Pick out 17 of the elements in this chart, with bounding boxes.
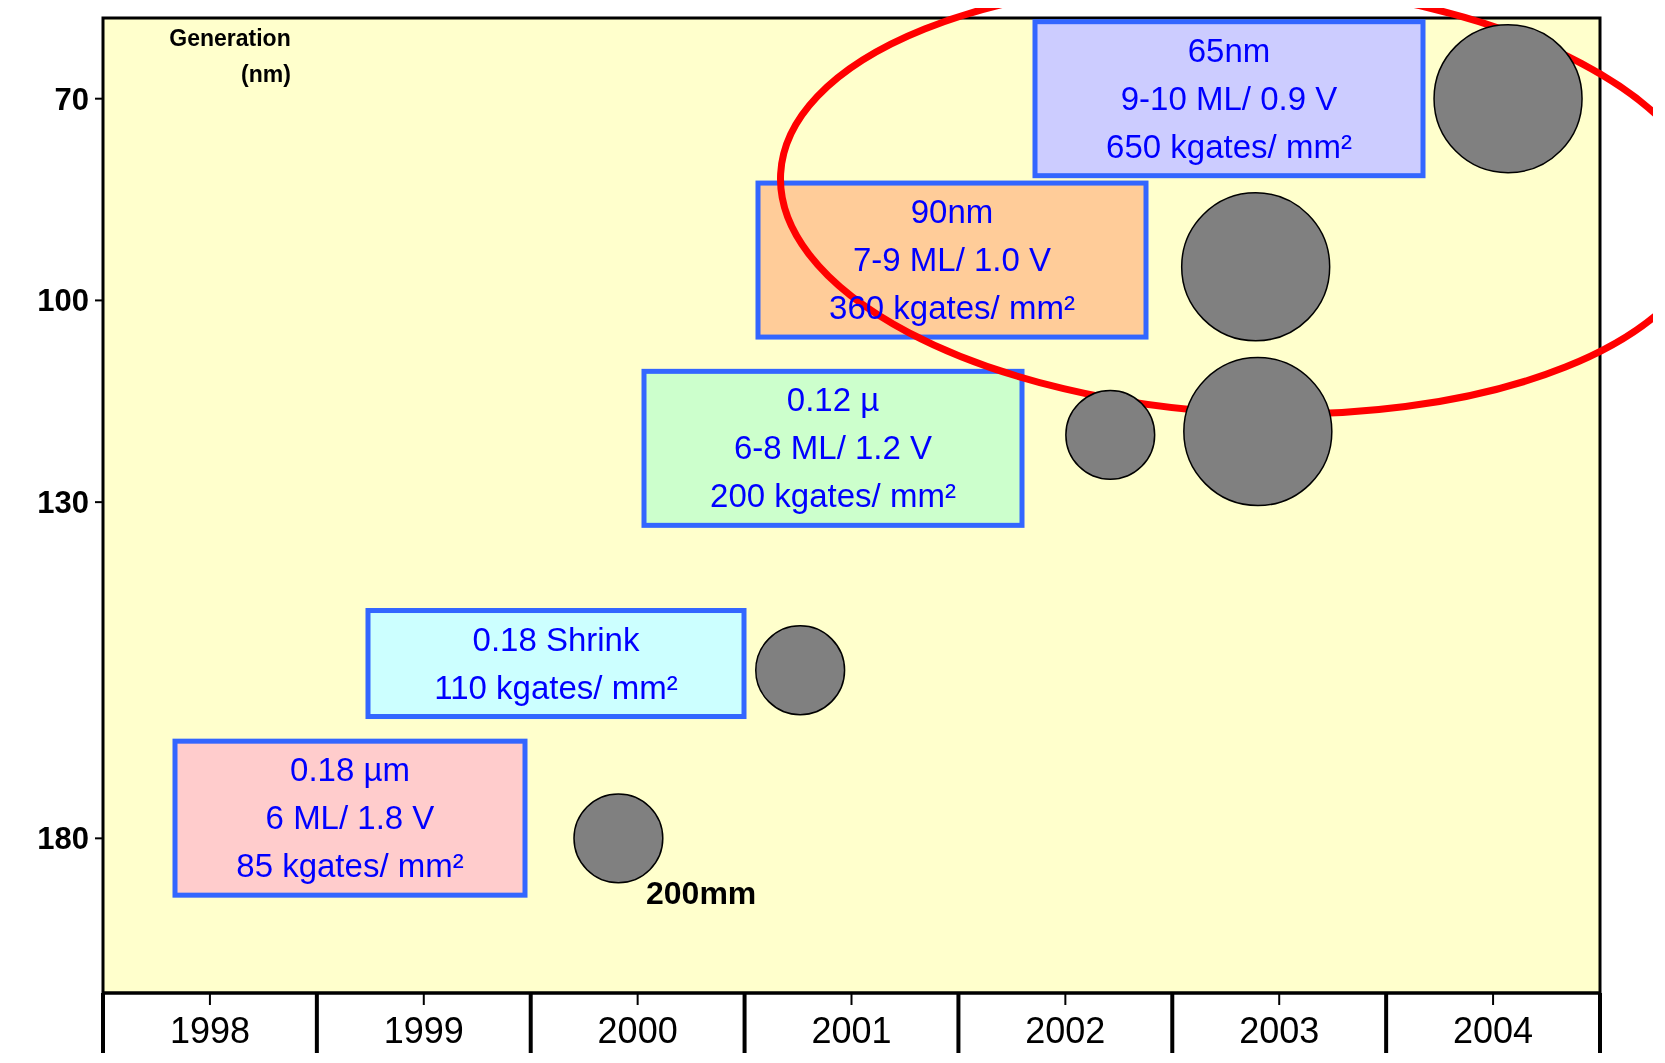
x-tick-label: 1999	[383, 1010, 464, 1051]
x-tick-label: 2001	[811, 1010, 892, 1051]
y-tick-label: 180	[37, 821, 89, 857]
x-tick-label: 2003	[1239, 1010, 1320, 1051]
annotation: 0.18 µm 6 ML/ 1.8 V 85 kgates/ mm²	[236, 751, 464, 885]
x-tick-label: 2002	[1025, 1010, 1106, 1051]
annotation: 0.12 µ 6-8 ML/ 1.2 V 200 kgates/ mm²	[710, 381, 956, 515]
x-tick-label: 2004	[1453, 1010, 1534, 1051]
x-tick-label: 1998	[169, 1010, 250, 1051]
y-tick-label: 100	[37, 283, 89, 319]
y-tick-label: 70	[54, 81, 89, 117]
annotation: 200mm	[646, 875, 757, 912]
annotation: 65nm 9-10 ML/ 0.9 V 650 kgates/ mm²	[1106, 31, 1352, 165]
x-tick-label: 2000	[597, 1010, 678, 1051]
y-tick-label: 130	[37, 484, 89, 520]
y-axis-title: Generation (nm)	[169, 25, 291, 87]
annotation: 0.18 Shrink 110 kgates/ mm²	[434, 620, 678, 706]
